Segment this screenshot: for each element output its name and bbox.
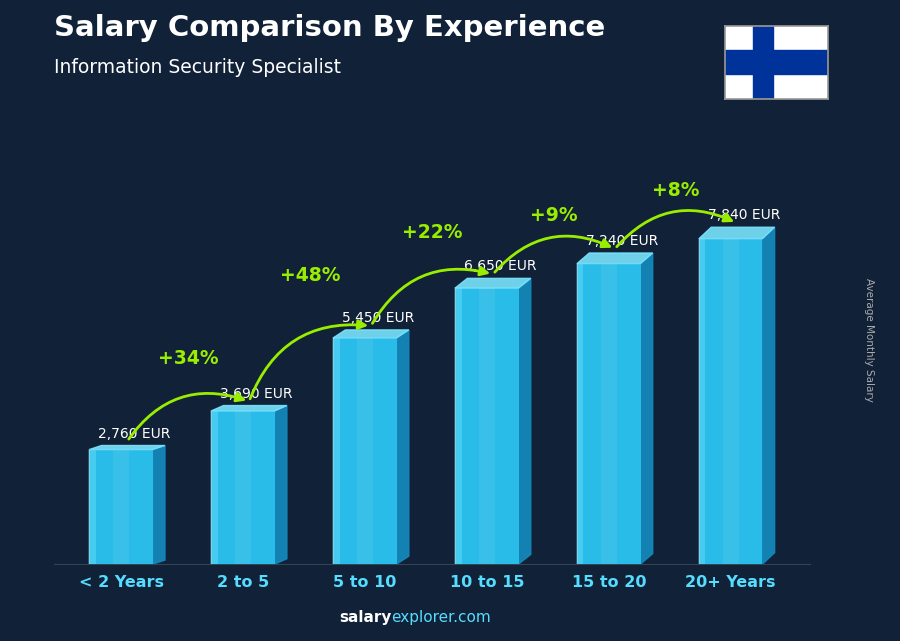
Polygon shape — [455, 288, 462, 564]
Bar — [601, 263, 617, 564]
Polygon shape — [212, 406, 287, 411]
Polygon shape — [641, 253, 652, 564]
Bar — [577, 263, 641, 564]
Text: 7,240 EUR: 7,240 EUR — [586, 234, 658, 248]
Text: 6,650 EUR: 6,650 EUR — [464, 260, 536, 273]
Bar — [333, 338, 397, 564]
Polygon shape — [762, 227, 775, 564]
Text: explorer.com: explorer.com — [392, 610, 491, 625]
Text: Salary Comparison By Experience: Salary Comparison By Experience — [54, 13, 605, 42]
Text: 2,760 EUR: 2,760 EUR — [98, 426, 170, 440]
Bar — [753, 26, 773, 99]
Text: +22%: +22% — [401, 223, 463, 242]
Bar — [723, 238, 739, 564]
Bar — [479, 288, 495, 564]
Bar — [113, 449, 129, 564]
Bar — [357, 338, 373, 564]
Polygon shape — [577, 253, 652, 263]
Text: Average Monthly Salary: Average Monthly Salary — [863, 278, 874, 402]
Polygon shape — [699, 227, 775, 238]
Text: +48%: +48% — [280, 266, 340, 285]
Text: 5,450 EUR: 5,450 EUR — [342, 311, 414, 325]
Polygon shape — [455, 278, 531, 288]
Polygon shape — [699, 238, 706, 564]
Bar — [212, 411, 274, 564]
Polygon shape — [397, 330, 409, 564]
Polygon shape — [89, 445, 165, 449]
Polygon shape — [577, 263, 583, 564]
Polygon shape — [274, 406, 287, 564]
Text: +34%: +34% — [158, 349, 219, 368]
Text: +9%: +9% — [530, 206, 578, 225]
Text: +8%: +8% — [652, 181, 699, 200]
Text: Information Security Specialist: Information Security Specialist — [54, 58, 341, 77]
Bar — [455, 288, 518, 564]
Text: salary: salary — [339, 610, 392, 625]
Bar — [724, 51, 828, 74]
Polygon shape — [333, 338, 339, 564]
Bar — [89, 449, 153, 564]
Bar — [235, 411, 251, 564]
Polygon shape — [153, 445, 165, 564]
Text: 7,840 EUR: 7,840 EUR — [707, 208, 780, 222]
Polygon shape — [333, 330, 409, 338]
Polygon shape — [212, 411, 218, 564]
Polygon shape — [89, 449, 95, 564]
Polygon shape — [518, 278, 531, 564]
Text: 3,690 EUR: 3,690 EUR — [220, 387, 292, 401]
Bar — [699, 238, 762, 564]
